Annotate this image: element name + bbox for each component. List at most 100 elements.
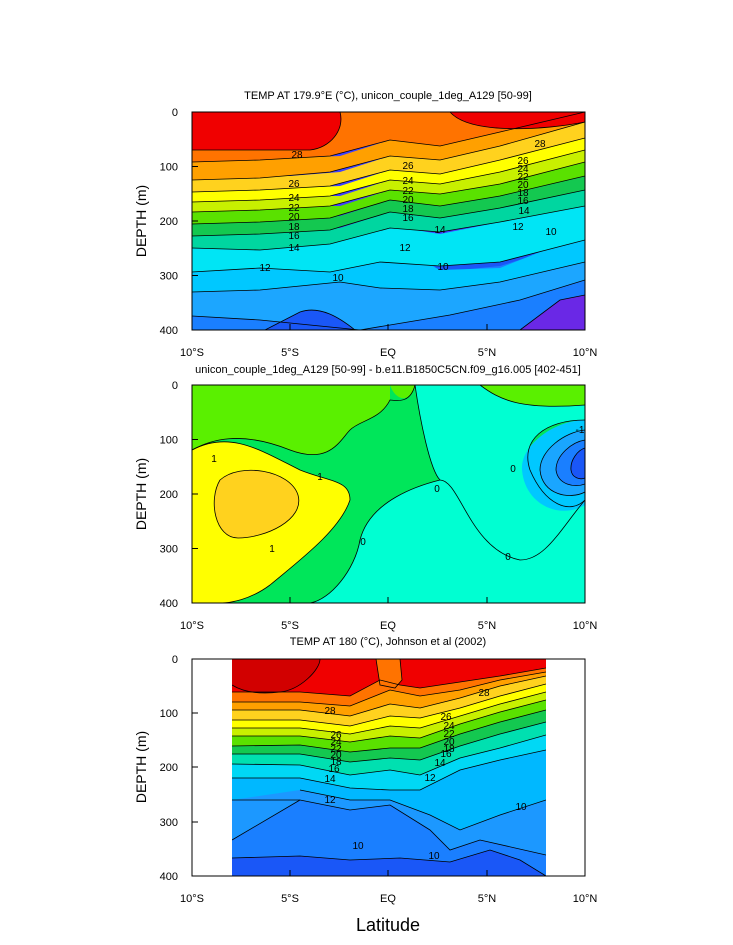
contour-label: 24	[288, 193, 300, 204]
contour-label: 26	[440, 712, 452, 723]
contour-label: 22	[288, 203, 300, 214]
contour-label: 22	[330, 744, 342, 755]
contour-label: 0	[505, 552, 511, 563]
contour-label: 16	[402, 213, 414, 224]
ytick-label: 400	[160, 598, 178, 610]
contour-label: 22	[517, 172, 529, 183]
xtick-label: EQ	[380, 893, 396, 905]
contour-label: 28	[324, 706, 336, 717]
contour-line	[192, 175, 585, 225]
panel-top-ylabel: DEPTH (m)	[133, 185, 149, 257]
contour-label: 1	[317, 472, 323, 483]
contour-label: 20	[330, 750, 342, 761]
contour-line	[192, 112, 585, 163]
contour-line	[232, 671, 546, 707]
ytick-label: 200	[160, 762, 178, 774]
fill-band	[192, 190, 585, 250]
panel-top-contour-labels: 28 28 26 26 26 24 24 24 22 22 22 20 20 2…	[259, 139, 557, 284]
panel-bottom-contours	[232, 659, 546, 876]
contour-label: -1	[576, 425, 585, 436]
contour-label: 10	[437, 262, 449, 273]
contour-line	[232, 691, 546, 735]
fill-band	[192, 176, 585, 236]
contour-line	[192, 137, 585, 193]
ytick-label: 300	[160, 271, 178, 283]
contour-label: 16	[440, 749, 452, 760]
fill-band	[570, 448, 585, 479]
fill-band	[265, 310, 355, 330]
contour-line	[309, 385, 441, 603]
contour-line	[264, 309, 356, 330]
contour-label: 20	[402, 195, 414, 206]
contour-line	[213, 469, 300, 539]
xtick-label: 10°N	[573, 620, 598, 632]
contour-line	[192, 205, 585, 251]
fill-band	[232, 676, 546, 726]
contour-label: 24	[402, 176, 414, 187]
contour-line	[192, 121, 585, 181]
ytick-label: 200	[160, 216, 178, 228]
fill-band	[192, 385, 585, 407]
contour-line	[192, 315, 361, 330]
panel-middle-ylabel: DEPTH (m)	[133, 458, 149, 530]
contour-line	[555, 439, 585, 487]
contour-line	[232, 734, 546, 776]
contour-label: 12	[324, 795, 336, 806]
contour-label: 26	[330, 730, 342, 741]
contour-line	[192, 149, 585, 203]
contour-label: 1	[269, 544, 275, 555]
ytick-label: 400	[160, 325, 178, 337]
ytick-label: 200	[160, 489, 178, 501]
fill-band	[192, 122, 585, 192]
fill-band	[232, 845, 546, 876]
contour-line	[519, 294, 585, 330]
fill-band	[192, 385, 390, 455]
xtick-label: 5°N	[478, 347, 497, 359]
xtick-label: 10°S	[180, 893, 204, 905]
x-axis-label: Latitude	[356, 915, 420, 935]
contour-label: 10	[545, 227, 557, 238]
contour-line	[232, 675, 546, 717]
contour-line	[232, 721, 546, 763]
contour-label: 10	[515, 802, 527, 813]
contour-line	[359, 279, 585, 330]
contour-label: 18	[288, 222, 300, 233]
ytick-label: 300	[160, 817, 178, 829]
panel-top-title: TEMP AT 179.9°E (°C), unicon_couple_1deg…	[244, 90, 532, 102]
panel-middle-contours	[192, 385, 585, 603]
fill-band	[232, 800, 546, 876]
contour-label: 12	[259, 263, 271, 274]
contour-line	[192, 161, 585, 213]
contour-label: 1	[211, 454, 217, 465]
contour-label: 16	[328, 764, 340, 775]
contour-label: 18	[402, 204, 414, 215]
fill-band	[232, 672, 546, 716]
xtick-label: 10°S	[180, 620, 204, 632]
contour-line	[232, 709, 546, 753]
contour-label: 20	[443, 737, 455, 748]
contour-line	[232, 683, 546, 727]
contour-line	[192, 441, 351, 603]
contour-label: 0	[510, 464, 516, 475]
contour-line	[192, 189, 585, 237]
panel-top-contours	[192, 112, 585, 330]
contour-label: 0	[434, 484, 440, 495]
contour-label: 20	[517, 180, 529, 191]
panel-middle-xticks: 10°S 5°S EQ 5°N 10°N	[180, 597, 597, 632]
contour-line	[232, 799, 546, 856]
xtick-label: 5°S	[281, 893, 299, 905]
fill-band	[232, 700, 546, 752]
contour-line	[232, 849, 546, 876]
xtick-label: EQ	[380, 347, 396, 359]
ytick-label: 0	[172, 654, 178, 666]
contour-label: 12	[424, 773, 436, 784]
panel-middle-title: unicon_couple_1deg_A129 [50-99] - b.e11.…	[195, 364, 581, 376]
contour-line	[192, 239, 585, 273]
contour-label: 28	[478, 688, 490, 699]
xtick-label: 5°S	[281, 347, 299, 359]
ytick-label: 300	[160, 544, 178, 556]
contour-label: 26	[517, 156, 529, 167]
panel-top: TEMP AT 179.9°E (°C), unicon_couple_1deg…	[133, 90, 597, 359]
contour-label: 10	[428, 851, 440, 862]
contour-line	[449, 112, 585, 130]
